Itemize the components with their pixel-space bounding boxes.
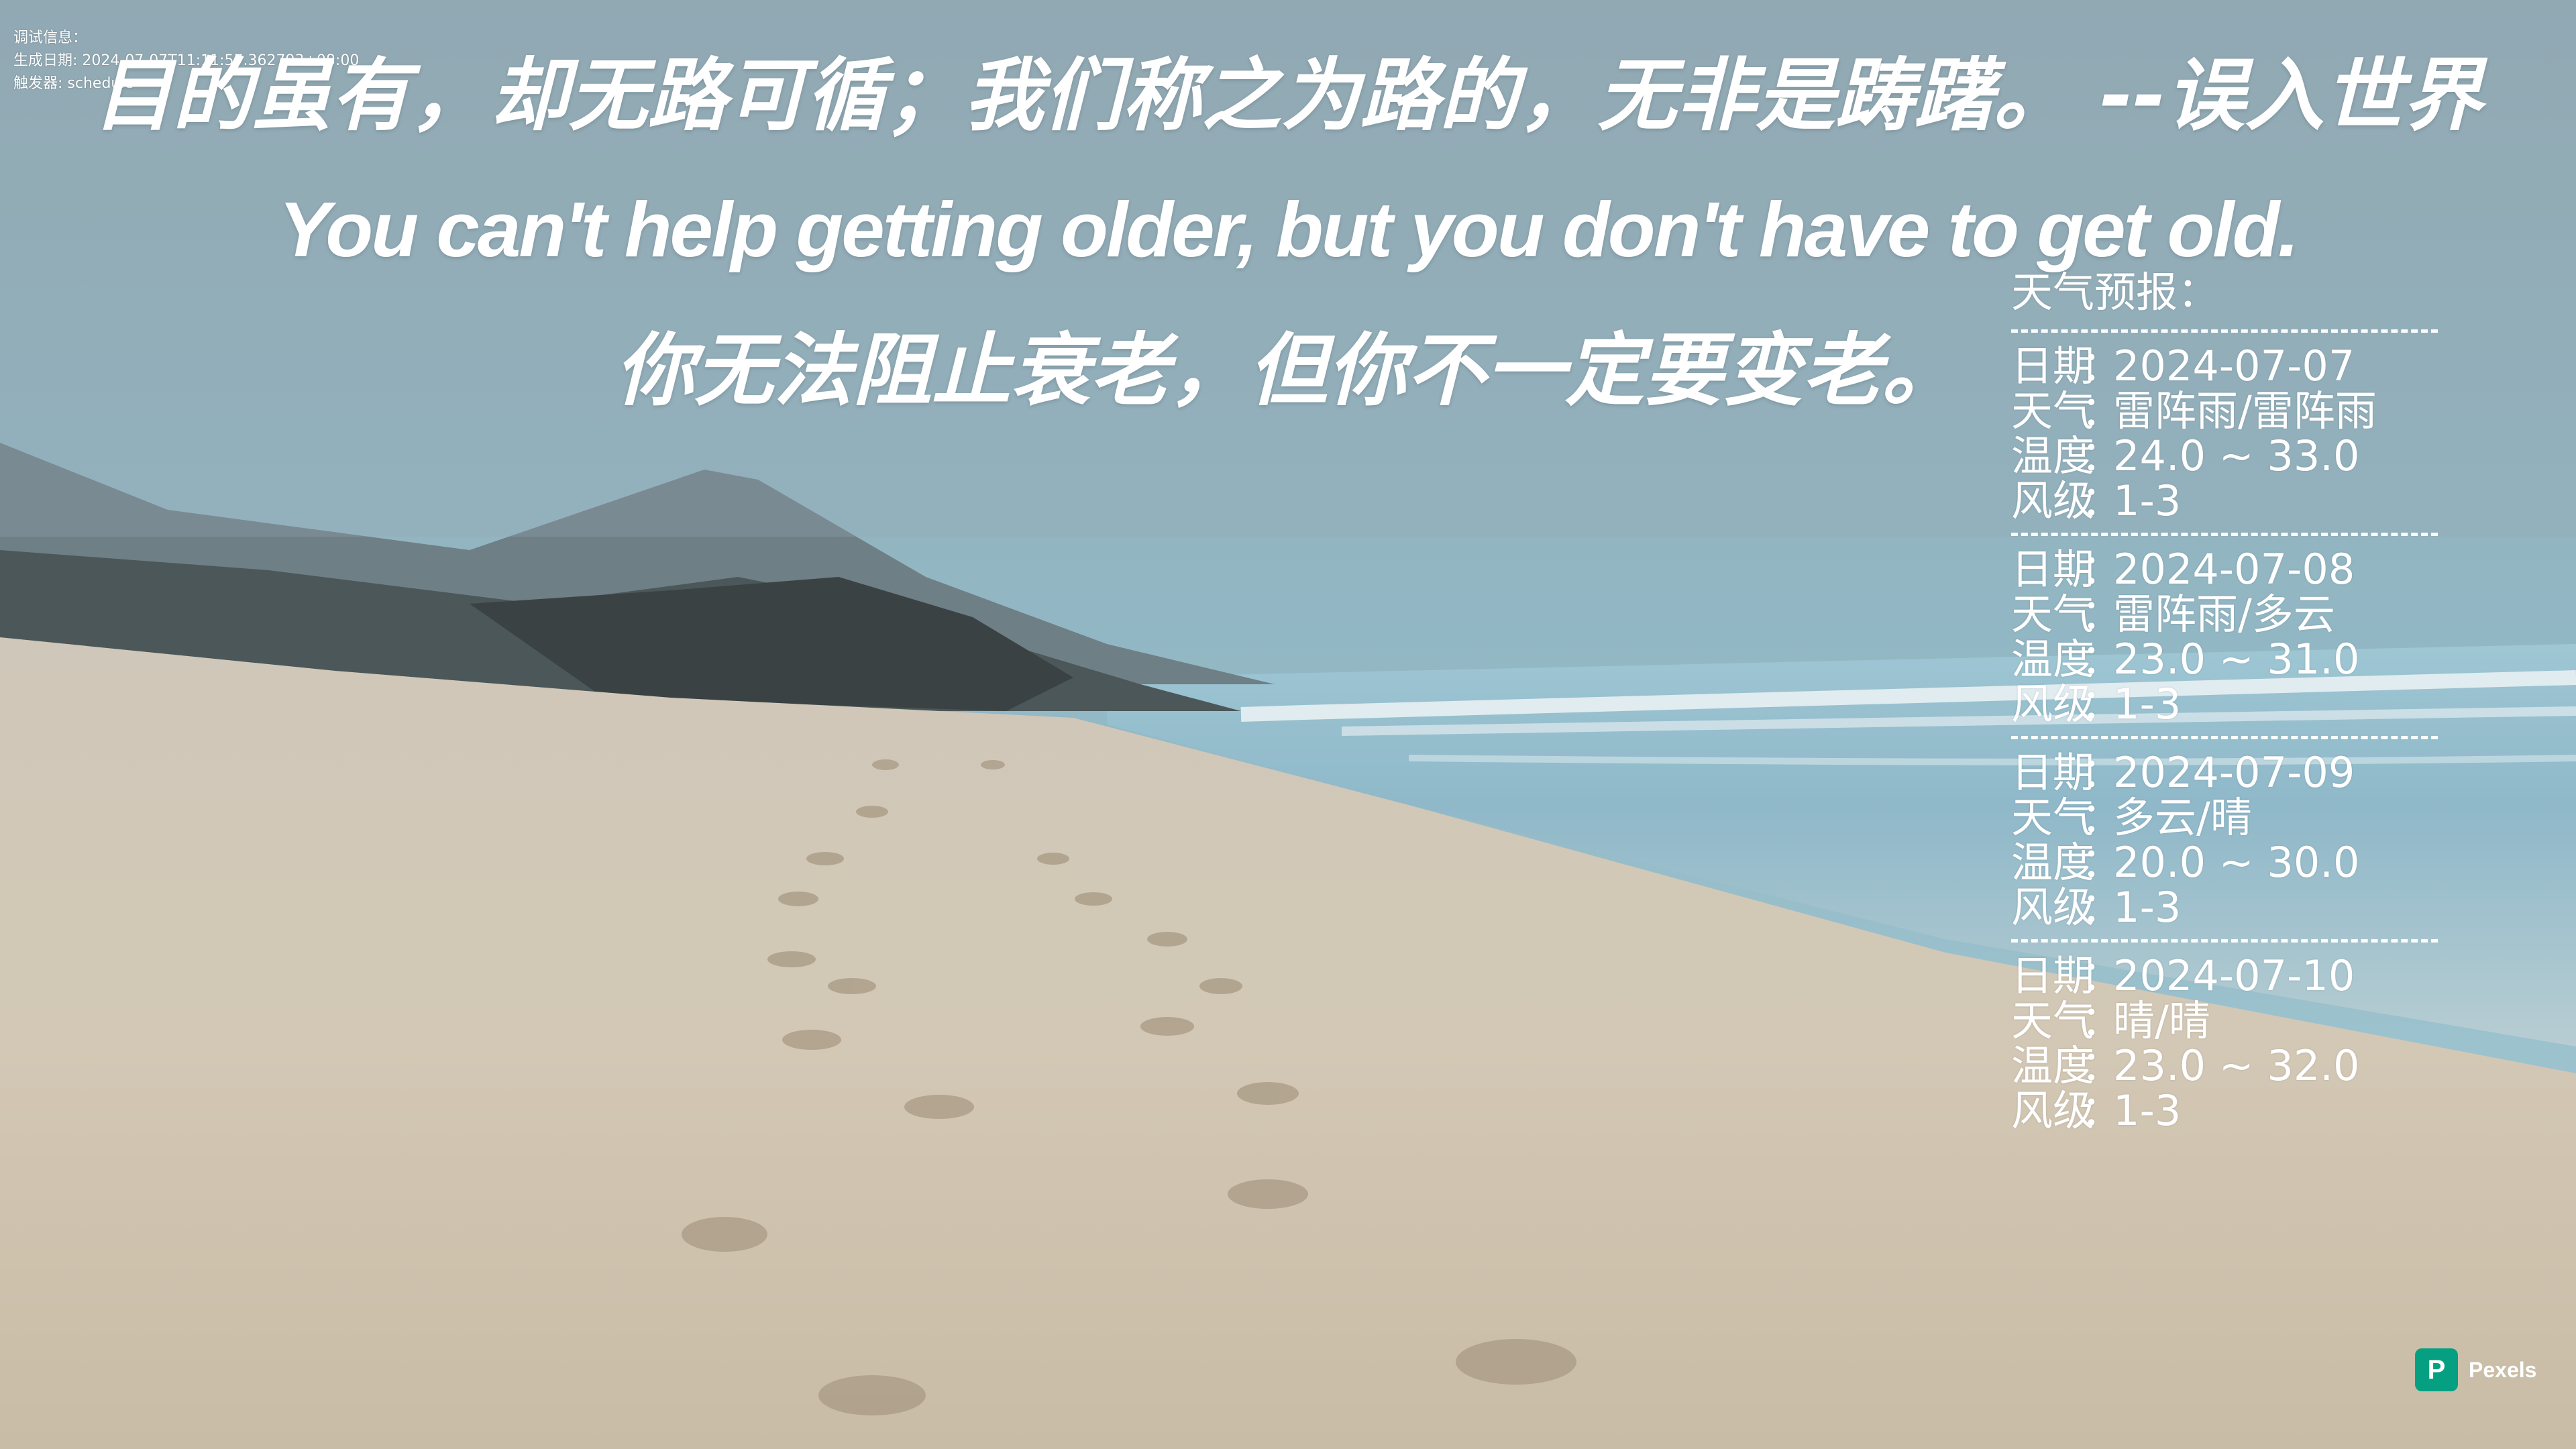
wind-label: 风级 bbox=[2011, 476, 2095, 525]
date-value: 2024-07-07 bbox=[2113, 341, 2355, 390]
wind-label: 风级 bbox=[2011, 680, 2095, 729]
debug-info: 调试信息： 生成日期: 2024-07-07T11:11:57.362793+0… bbox=[13, 27, 359, 95]
weather-forecast-panel: 天气预报： 日期： 2024-07-07 天气：雷阵雨/雷阵雨 温度： 24.0 ~… bbox=[2011, 265, 2494, 1133]
weather-value: 多云/晴 bbox=[2113, 793, 2252, 842]
quote-english: You can't help getting older, but you do… bbox=[278, 186, 2299, 273]
wind-value: 1-3 bbox=[2113, 476, 2182, 525]
wind-label: 风级 bbox=[2011, 883, 2095, 932]
weather-label: 天气 bbox=[2011, 386, 2095, 435]
forecast-day: 日期： 2024-07-07 天气：雷阵雨/雷阵雨 温度： 24.0 ~ 33.0 … bbox=[2011, 341, 2377, 525]
date-label: 日期 bbox=[2011, 341, 2095, 390]
pexels-label: Pexels bbox=[2469, 1357, 2537, 1382]
temp-value: 24.0 ~ 33.0 bbox=[2113, 431, 2360, 480]
temp-label: 温度 bbox=[2011, 431, 2095, 480]
separator bbox=[2011, 329, 2438, 333]
temp-label: 温度 bbox=[2011, 635, 2095, 684]
weather-label: 天气 bbox=[2011, 590, 2095, 639]
date-value: 2024-07-09 bbox=[2113, 748, 2355, 797]
top-overlay-band bbox=[0, 0, 2576, 537]
weather-value: 晴/晴 bbox=[2113, 996, 2210, 1045]
wind-label: 风级 bbox=[2011, 1086, 2095, 1135]
weather-value: 雷阵雨/多云 bbox=[2113, 590, 2335, 639]
weather-label: 天气 bbox=[2011, 793, 2095, 842]
debug-trigger: 触发器: schedule bbox=[13, 75, 133, 92]
weather-value: 雷阵雨/雷阵雨 bbox=[2113, 386, 2377, 435]
quote-translation: 你无法阻止衰老，但你不一定要变老。 bbox=[614, 324, 1961, 417]
separator bbox=[2011, 736, 2438, 739]
date-value: 2024-07-10 bbox=[2113, 951, 2355, 1000]
date-label: 日期 bbox=[2011, 545, 2095, 594]
temp-value: 23.0 ~ 32.0 bbox=[2113, 1041, 2360, 1090]
pexels-logo-icon: P bbox=[2415, 1348, 2458, 1391]
forecast-day: 日期： 2024-07-08 天气：雷阵雨/多云 温度： 23.0 ~ 31.0 风… bbox=[2011, 545, 2360, 729]
separator bbox=[2011, 533, 2438, 536]
temp-label: 温度 bbox=[2011, 838, 2095, 887]
forecast-day: 日期： 2024-07-10 天气：晴/晴 温度： 23.0 ~ 32.0 风级： 1… bbox=[2011, 951, 2360, 1135]
wind-value: 1-3 bbox=[2113, 883, 2182, 932]
date-label: 日期 bbox=[2011, 748, 2095, 797]
wind-value: 1-3 bbox=[2113, 680, 2182, 729]
quote-chinese: 目的虽有，却无路可循；我们称之为路的，无非是踌躇。 --误入世界 bbox=[93, 49, 2483, 142]
debug-generated-date: 生成日期: 2024-07-07T11:11:57.362793+08:00 bbox=[13, 52, 360, 69]
temp-label: 温度 bbox=[2011, 1041, 2095, 1090]
date-value: 2024-07-08 bbox=[2113, 545, 2355, 594]
wind-value: 1-3 bbox=[2113, 1086, 2182, 1135]
temp-value: 20.0 ~ 30.0 bbox=[2113, 838, 2360, 887]
weather-label: 天气 bbox=[2011, 996, 2095, 1045]
separator bbox=[2011, 939, 2438, 943]
temp-value: 23.0 ~ 31.0 bbox=[2113, 635, 2360, 684]
pexels-watermark[interactable]: P Pexels bbox=[2415, 1348, 2536, 1391]
debug-title: 调试信息： bbox=[13, 30, 88, 46]
weather-title: 天气预报： bbox=[2011, 268, 2220, 317]
forecast-day: 日期： 2024-07-09 天气：多云/晴 温度： 20.0 ~ 30.0 风级：… bbox=[2011, 748, 2360, 932]
date-label: 日期 bbox=[2011, 951, 2095, 1000]
